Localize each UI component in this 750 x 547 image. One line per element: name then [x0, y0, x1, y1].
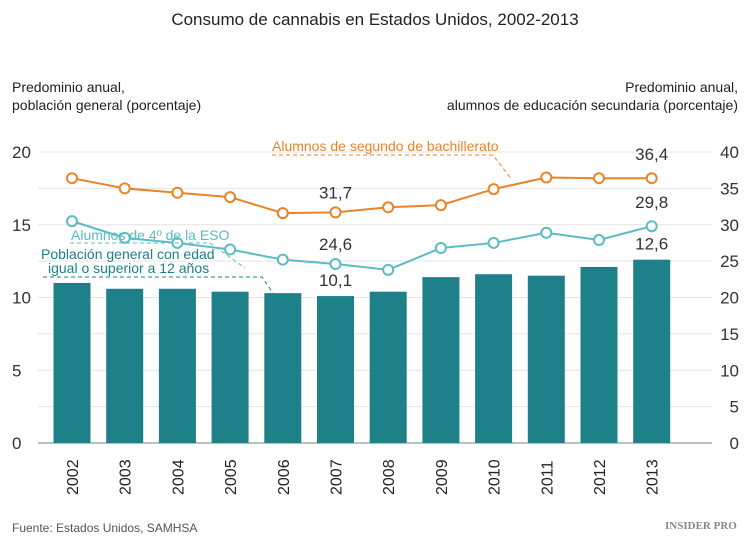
source-note: Fuente: Estados Unidos, SAMHSA	[12, 521, 198, 535]
bar-2011	[527, 275, 565, 443]
y-right-tick-label: 20	[720, 289, 739, 308]
y-axis-left-label: Predominio anual, población general (por…	[12, 78, 201, 114]
x-tick-label: 2013	[645, 459, 662, 495]
point-2005	[224, 191, 237, 204]
y-axis-right-label-line2: alumnos de educación secundaria (porcent…	[446, 97, 738, 113]
line-series-1	[71, 176, 652, 215]
y-left-tick-label: 20	[12, 143, 31, 162]
x-tick-label: 2012	[592, 459, 609, 495]
data-label: 29,8	[635, 193, 668, 212]
bar-2009	[422, 277, 460, 443]
point-2002	[66, 215, 78, 228]
point-2012	[593, 172, 605, 185]
point-2007	[329, 206, 342, 219]
point-2013	[645, 220, 658, 233]
legend-label-bachillerato: Alumnos de segundo de bachillerato	[272, 138, 499, 154]
x-tick-label: 2010	[487, 459, 504, 495]
y-left-tick-label: 15	[12, 216, 31, 235]
data-label: 31,7	[319, 183, 352, 202]
leader-line-eso	[70, 242, 246, 269]
point-2009	[434, 242, 447, 255]
legend-label-poblacion-2: igual o superior a 12 años	[48, 260, 209, 276]
point-2007	[329, 258, 342, 271]
point-2008	[382, 263, 395, 276]
bar-2012	[580, 266, 618, 443]
y-right-tick-label: 25	[720, 252, 739, 271]
x-tick-label: 2004	[170, 459, 187, 495]
point-2013	[645, 172, 658, 185]
point-2010	[487, 236, 500, 249]
y-axis-right-label-line1: Predominio anual,	[625, 79, 738, 95]
y-left-tick-label: 0	[12, 434, 21, 453]
bar-2004	[158, 288, 196, 443]
point-2009	[434, 199, 447, 212]
bar-2006	[264, 293, 302, 443]
y-axis-left-label-line2: población general (porcentaje)	[12, 97, 202, 113]
point-2002	[66, 172, 78, 185]
point-2010	[487, 183, 500, 196]
bar-2010	[475, 274, 513, 443]
bar-2005	[211, 291, 249, 443]
y-left-tick-label: 10	[12, 289, 31, 308]
point-2011	[540, 171, 553, 184]
legend-label-eso: Alumnos de 4º de la ESO	[71, 227, 230, 243]
x-tick-label: 2006	[276, 459, 293, 495]
y-right-tick-label: 40	[720, 143, 739, 162]
bar-2003	[106, 288, 144, 443]
x-tick-label: 2005	[223, 459, 240, 495]
y-right-tick-label: 10	[720, 361, 739, 380]
x-tick-label: 2009	[434, 459, 451, 495]
point-2008	[382, 201, 395, 214]
data-label: 36,4	[635, 145, 668, 164]
bar-2013	[633, 259, 671, 443]
x-tick-label: 2003	[118, 459, 135, 495]
y-right-tick-label: 30	[720, 216, 739, 235]
y-right-tick-label: 0	[730, 434, 739, 453]
bar-2002	[53, 282, 91, 443]
data-label: 10,1	[319, 271, 352, 290]
insider-pro-logo: INSIDER PRO	[665, 520, 737, 532]
x-tick-label: 2008	[381, 459, 398, 495]
y-axis-left-label-line1: Predominio anual,	[12, 79, 125, 95]
data-label: 24,6	[319, 235, 352, 254]
bar-2008	[369, 291, 407, 443]
x-tick-label: 2002	[65, 459, 82, 495]
data-label: 12,6	[635, 235, 668, 254]
point-2006	[276, 207, 289, 220]
point-2003	[118, 231, 131, 244]
point-2004	[171, 186, 184, 199]
point-2012	[593, 234, 605, 247]
point-2006	[276, 253, 289, 266]
point-2005	[224, 243, 237, 256]
chart-title: Consumo de cannabis en Estados Unidos, 2…	[171, 10, 579, 29]
leader-line-bachillerato	[272, 154, 513, 181]
y-left-tick-label: 5	[12, 361, 21, 380]
x-tick-label: 2007	[329, 459, 346, 495]
line-series-2	[71, 220, 652, 271]
y-right-tick-label: 35	[720, 179, 739, 198]
leader-line-poblacion	[43, 276, 276, 297]
y-right-tick-label: 5	[730, 398, 739, 417]
y-right-tick-label: 15	[720, 325, 739, 344]
y-axis-right-label: Predominio anual, alumnos de educación s…	[447, 78, 738, 114]
bar-2007	[317, 296, 354, 443]
legend-label-poblacion-1: Población general con edad	[41, 246, 215, 262]
point-2011	[540, 226, 553, 239]
point-2003	[118, 182, 131, 195]
x-tick-label: 2011	[539, 460, 556, 495]
